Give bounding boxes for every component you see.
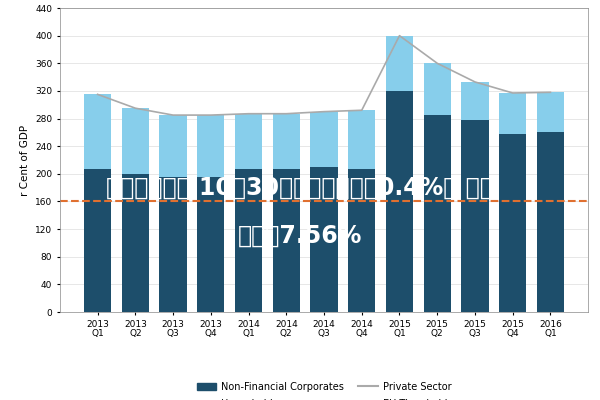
Bar	[499, 134, 526, 312]
Bar	[122, 108, 149, 174]
Private Sector	[207, 113, 214, 118]
Bar	[537, 132, 564, 312]
Private Sector	[396, 33, 403, 38]
Bar	[160, 177, 187, 312]
Bar	[197, 115, 224, 177]
Bar	[272, 169, 300, 312]
Bar	[122, 174, 149, 312]
Bar	[310, 167, 338, 312]
Bar	[272, 114, 300, 169]
Private Sector	[547, 90, 554, 95]
Bar	[537, 92, 564, 132]
Private Sector	[169, 113, 176, 118]
Text: 溢价率7.56%: 溢价率7.56%	[238, 223, 362, 247]
Bar	[386, 36, 413, 91]
Bar	[235, 114, 262, 169]
Bar	[461, 82, 488, 120]
Y-axis label: r Cent of GDP: r Cent of GDP	[20, 124, 29, 196]
Bar	[424, 63, 451, 115]
EU Threshold	[94, 199, 101, 204]
Private Sector	[132, 106, 139, 110]
Legend: Non-Financial Corporates, Households, Private Sector, EU Threshold: Non-Financial Corporates, Households, Pr…	[193, 378, 455, 400]
Bar	[84, 94, 111, 169]
EU Threshold	[132, 199, 139, 204]
Bar	[461, 120, 488, 312]
Private Sector	[472, 80, 479, 84]
Bar	[348, 110, 376, 169]
Private Sector	[245, 111, 252, 116]
Private Sector	[509, 90, 516, 95]
Text: 配资天眼网站 10月30日海环转唇上涨0.4%， 转股: 配资天眼网站 10月30日海环转唇上涨0.4%， 转股	[106, 176, 494, 200]
Bar	[348, 169, 376, 312]
Private Sector	[358, 108, 365, 113]
Bar	[386, 91, 413, 312]
Bar	[160, 115, 187, 177]
Bar	[310, 112, 338, 167]
Private Sector	[94, 92, 101, 97]
Bar	[235, 169, 262, 312]
Line: Private Sector: Private Sector	[98, 36, 550, 115]
Private Sector	[283, 111, 290, 116]
Bar	[499, 93, 526, 134]
Private Sector	[434, 61, 441, 66]
Bar	[424, 115, 451, 312]
Bar	[84, 169, 111, 312]
Bar	[197, 177, 224, 312]
Private Sector	[320, 109, 328, 114]
